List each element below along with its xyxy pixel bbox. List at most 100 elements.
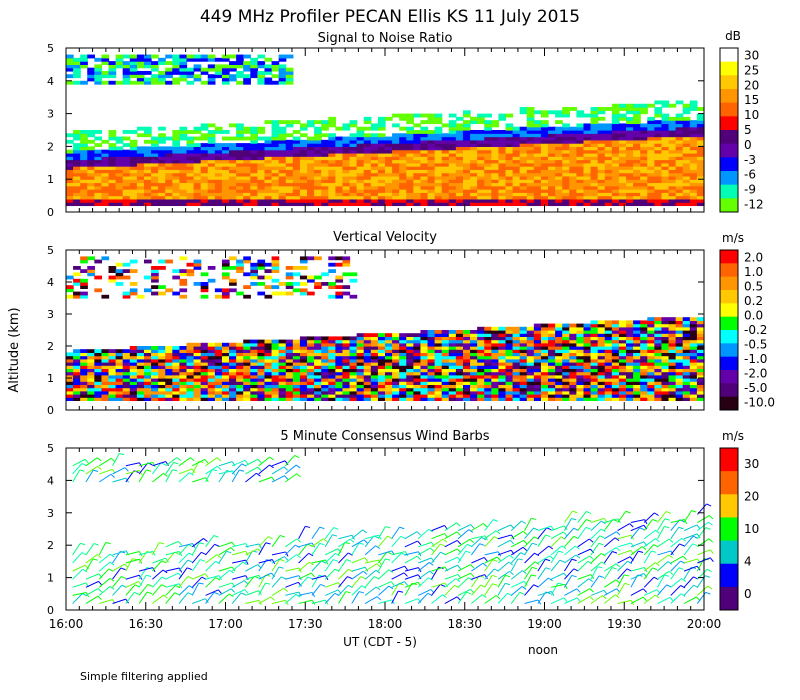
snr-cell bbox=[618, 136, 627, 141]
snr-cell bbox=[682, 136, 691, 141]
snr-cell bbox=[349, 123, 358, 128]
wind-barb bbox=[98, 568, 110, 580]
velocity-cell bbox=[328, 381, 336, 385]
snr-cell bbox=[434, 185, 443, 190]
velocity-cell bbox=[555, 355, 563, 360]
snr-cell bbox=[406, 166, 414, 170]
velocity-cell bbox=[385, 355, 393, 360]
velocity-cell bbox=[278, 394, 287, 398]
snr-cell bbox=[427, 179, 436, 184]
velocity-cell bbox=[257, 374, 266, 379]
snr-cell bbox=[129, 172, 138, 177]
snr-cell bbox=[236, 185, 244, 190]
snr-cell bbox=[207, 64, 216, 69]
velocity-cell bbox=[661, 384, 670, 389]
velocity-cell bbox=[477, 358, 485, 363]
snr-cell bbox=[108, 195, 117, 200]
snr-cell bbox=[512, 202, 521, 207]
snr-cell bbox=[682, 143, 691, 147]
snr-cell bbox=[299, 185, 308, 190]
velocity-cell bbox=[661, 358, 670, 363]
snr-cell bbox=[484, 162, 492, 167]
snr-cell bbox=[335, 202, 344, 207]
snr-cell bbox=[200, 133, 209, 138]
velocity-cell bbox=[80, 362, 88, 366]
snr-cell bbox=[214, 195, 223, 200]
snr-cell bbox=[186, 139, 195, 144]
velocity-cell bbox=[392, 336, 400, 341]
velocity-cell bbox=[342, 262, 351, 267]
velocity-cell bbox=[250, 371, 258, 376]
snr-cell bbox=[569, 159, 577, 164]
snr-cell bbox=[307, 179, 315, 184]
velocity-cell bbox=[278, 387, 287, 392]
velocity-cell bbox=[307, 397, 315, 401]
snr-cell bbox=[307, 195, 315, 200]
snr-cell bbox=[427, 175, 436, 180]
snr-cell bbox=[328, 198, 336, 203]
velocity-cell bbox=[321, 339, 329, 344]
velocity-cell bbox=[555, 346, 563, 350]
snr-cell bbox=[151, 146, 159, 151]
velocity-cell bbox=[696, 390, 705, 395]
wind-barb bbox=[138, 462, 149, 475]
snr-cell bbox=[271, 61, 280, 65]
snr-cell bbox=[689, 182, 698, 187]
snr-cell bbox=[335, 169, 344, 174]
velocity-cell bbox=[80, 256, 88, 261]
snr-cell bbox=[470, 159, 478, 164]
wind-barb bbox=[125, 592, 135, 604]
snr-cell bbox=[590, 126, 599, 131]
snr-cell bbox=[271, 133, 280, 138]
snr-cell bbox=[356, 136, 365, 141]
velocity-cell bbox=[470, 333, 478, 337]
snr-cell bbox=[108, 162, 117, 167]
snr-cell bbox=[122, 130, 131, 134]
snr-cell bbox=[66, 139, 74, 144]
snr-cell bbox=[229, 61, 237, 65]
velocity-cell bbox=[172, 269, 181, 273]
velocity-cell bbox=[498, 349, 507, 353]
snr-cell bbox=[363, 198, 372, 203]
velocity-cell bbox=[328, 390, 336, 395]
velocity-cell bbox=[299, 371, 308, 376]
velocity-cell bbox=[243, 259, 251, 264]
snr-cell bbox=[335, 192, 344, 197]
velocity-cell bbox=[470, 349, 478, 353]
snr-cell bbox=[668, 198, 677, 203]
snr-cell bbox=[101, 80, 110, 85]
snr-cell bbox=[278, 74, 287, 79]
snr-cell bbox=[590, 133, 599, 138]
velocity-cell bbox=[597, 371, 606, 376]
snr-cell bbox=[477, 152, 485, 157]
velocity-cell bbox=[243, 368, 251, 373]
snr-cell bbox=[682, 185, 691, 190]
snr-cell bbox=[441, 192, 450, 197]
snr-cell bbox=[221, 185, 230, 190]
snr-cell bbox=[477, 198, 485, 203]
snr-cell bbox=[278, 179, 287, 184]
snr-cell bbox=[73, 189, 81, 193]
velocity-cell bbox=[406, 358, 414, 363]
snr-cell bbox=[696, 116, 705, 121]
velocity-cell bbox=[292, 374, 301, 379]
snr-cell bbox=[647, 156, 655, 161]
snr-cell bbox=[427, 202, 436, 207]
snr-cell bbox=[186, 74, 195, 79]
snr-cell bbox=[675, 182, 684, 187]
snr-cell bbox=[94, 57, 103, 62]
snr-cell bbox=[335, 179, 344, 184]
snr-cell bbox=[285, 139, 294, 144]
snr-cell bbox=[647, 172, 655, 177]
velocity-cell bbox=[682, 365, 691, 369]
snr-cell bbox=[505, 195, 514, 200]
velocity-cell bbox=[498, 368, 507, 373]
snr-cell bbox=[576, 192, 585, 197]
wind-barb-flag bbox=[97, 588, 103, 593]
snr-cell bbox=[87, 152, 95, 157]
snr-cell bbox=[278, 156, 287, 161]
snr-cell bbox=[264, 77, 273, 82]
velocity-cell bbox=[498, 397, 507, 401]
snr-cell bbox=[292, 202, 301, 207]
